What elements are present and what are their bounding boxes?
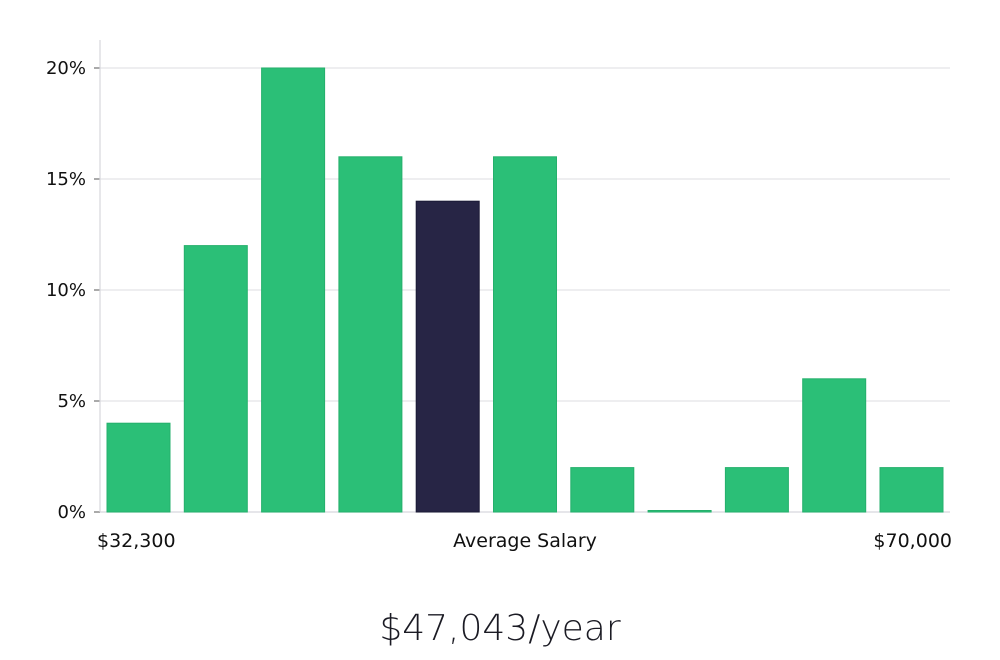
bar-average bbox=[415, 200, 480, 513]
y-axis-ticks: 0% 5% 10% 15% 20% bbox=[46, 58, 100, 523]
y-tick-label: 0% bbox=[57, 502, 86, 523]
y-tick-label: 5% bbox=[57, 391, 86, 412]
bar bbox=[879, 467, 944, 513]
y-tick-label: 10% bbox=[46, 280, 86, 301]
bar bbox=[724, 467, 789, 513]
bars bbox=[106, 67, 944, 513]
x-axis-max-label: $70,000 bbox=[873, 530, 952, 552]
bar bbox=[338, 156, 403, 513]
bar bbox=[493, 156, 557, 513]
x-axis-title: Average Salary bbox=[453, 530, 597, 552]
bar bbox=[183, 245, 248, 513]
bar bbox=[647, 510, 712, 513]
salary-distribution-chart: 0% 5% 10% 15% 20% $32,300 Average Salary $70… bbox=[46, 40, 952, 552]
y-tick-label: 15% bbox=[46, 169, 86, 190]
x-axis-min-label: $32,300 bbox=[97, 530, 176, 552]
y-tick-label: 20% bbox=[46, 58, 86, 79]
bar bbox=[802, 378, 867, 513]
bar bbox=[106, 422, 171, 513]
bar bbox=[570, 467, 635, 513]
average-salary-value: $47,043/year bbox=[379, 608, 621, 649]
bar bbox=[261, 67, 326, 513]
